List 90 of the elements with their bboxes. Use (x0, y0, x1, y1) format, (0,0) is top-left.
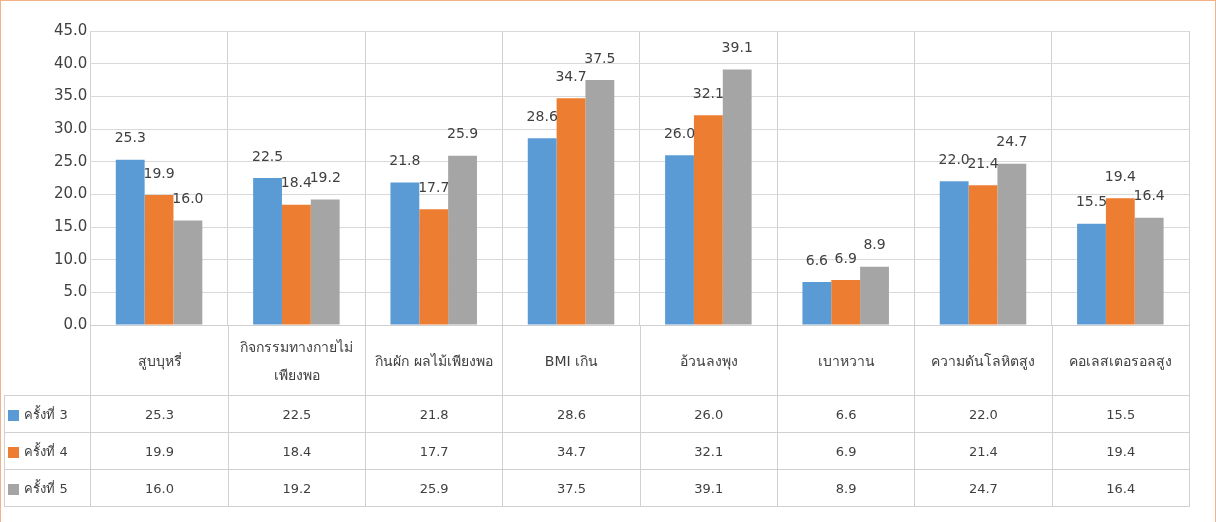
bar (144, 194, 174, 325)
bar (802, 281, 832, 325)
legend-label: ครั้งที่ 4 (4, 432, 91, 470)
bar (860, 266, 889, 325)
y-tick-label: 20.0 (53, 184, 88, 203)
text: 34.7 (555, 67, 587, 84)
bar (1105, 198, 1135, 325)
y-tick-label: 45.0 (53, 20, 88, 39)
data-label: 22.0 (914, 395, 1053, 433)
text: 16.4 (1133, 187, 1165, 204)
bar (665, 155, 694, 325)
text: 17.7 (418, 179, 450, 195)
y-tick-label: 35.0 (53, 86, 88, 105)
bar (115, 159, 145, 325)
y-tick-label: 5.0 (63, 282, 88, 301)
bar (390, 182, 420, 325)
bar (968, 185, 998, 325)
y-tick-label: 0.0 (63, 314, 88, 333)
x-tick-label: BMI เกิน (502, 325, 641, 396)
text: 22.0 (938, 150, 970, 167)
x-tick-label: สูบบุหรี่ (90, 325, 229, 396)
text: 37.5 (584, 49, 616, 66)
bar (693, 115, 723, 325)
x-tick-label: กิจกรรมทางกายไม่เพียงพอ (228, 325, 366, 396)
data-label: 19.4 (1052, 432, 1190, 470)
data-label: 19.2 (228, 469, 366, 507)
data-label: 26.0 (640, 395, 778, 433)
data-label: 32.1 (640, 432, 778, 470)
text: 25.3 (114, 129, 146, 146)
data-label: 28.6 (502, 395, 641, 433)
legend-label: ครั้งที่ 5 (4, 469, 91, 507)
bar (173, 220, 203, 325)
bar (281, 204, 311, 325)
text: 32.1 (692, 84, 724, 101)
x-tick-label: อ้วนลงพุง (640, 325, 778, 396)
bar (997, 163, 1027, 325)
text: 39.1 (721, 39, 753, 56)
data-label: 39.1 (640, 469, 778, 507)
y-tick-label: 40.0 (53, 53, 88, 72)
data-label: 16.4 (1052, 469, 1190, 507)
data-label: 21.4 (914, 432, 1053, 470)
data-label: 37.5 (502, 469, 641, 507)
text: 8.9 (863, 236, 886, 253)
data-label: 16.0 (90, 469, 229, 507)
bar (939, 181, 969, 325)
text: 24.7 (996, 133, 1028, 150)
data-label: 34.7 (502, 432, 641, 470)
y-tick-label: 25.0 (53, 151, 88, 170)
text: 18.4 (280, 174, 312, 191)
bar (831, 279, 861, 325)
data-label: 17.7 (365, 432, 503, 470)
text: 28.6 (526, 107, 558, 124)
data-label: 19.9 (90, 432, 229, 470)
text: 19.9 (143, 164, 175, 181)
bar (1134, 217, 1164, 325)
data-label: 24.7 (914, 469, 1053, 507)
bar (448, 155, 477, 325)
bar (310, 199, 340, 325)
bar (1077, 223, 1106, 325)
data-label: 22.5 (228, 395, 366, 433)
text: 6.6 (805, 251, 828, 268)
text: 16.0 (172, 190, 204, 207)
bar (253, 178, 282, 325)
data-label: 25.3 (90, 395, 229, 433)
y-tick-label: 15.0 (53, 216, 88, 235)
data-label: 6.6 (777, 395, 915, 433)
x-tick-label: เบาหวาน (777, 325, 915, 396)
data-label: 18.4 (228, 432, 366, 470)
bar (419, 209, 449, 325)
x-tick-label: ความดันโลหิตสูง (914, 325, 1053, 396)
x-tick-label: กินผัก ผลไม้เพียงพอ (365, 325, 503, 396)
x-tick-label: คอเลสเตอรอลสูง (1052, 325, 1190, 396)
bar (556, 98, 586, 325)
data-label: 21.8 (365, 395, 503, 433)
text: 6.9 (834, 249, 857, 266)
data-label: 15.5 (1052, 395, 1190, 433)
legend-label: ครั้งที่ 3 (4, 395, 91, 433)
y-tick-label: 10.0 (53, 249, 88, 268)
data-label: 25.9 (365, 469, 503, 507)
y-tick-label: 30.0 (53, 118, 88, 137)
text: 15.5 (1075, 193, 1108, 210)
data-label: 6.9 (777, 432, 915, 470)
bar (527, 138, 557, 325)
data-label: 8.9 (777, 469, 915, 507)
text: 21.8 (389, 152, 421, 169)
text: 22.5 (251, 147, 284, 164)
text: 19.4 (1104, 167, 1136, 184)
bar (722, 69, 752, 325)
bar (585, 80, 615, 325)
text: 25.9 (446, 125, 479, 142)
